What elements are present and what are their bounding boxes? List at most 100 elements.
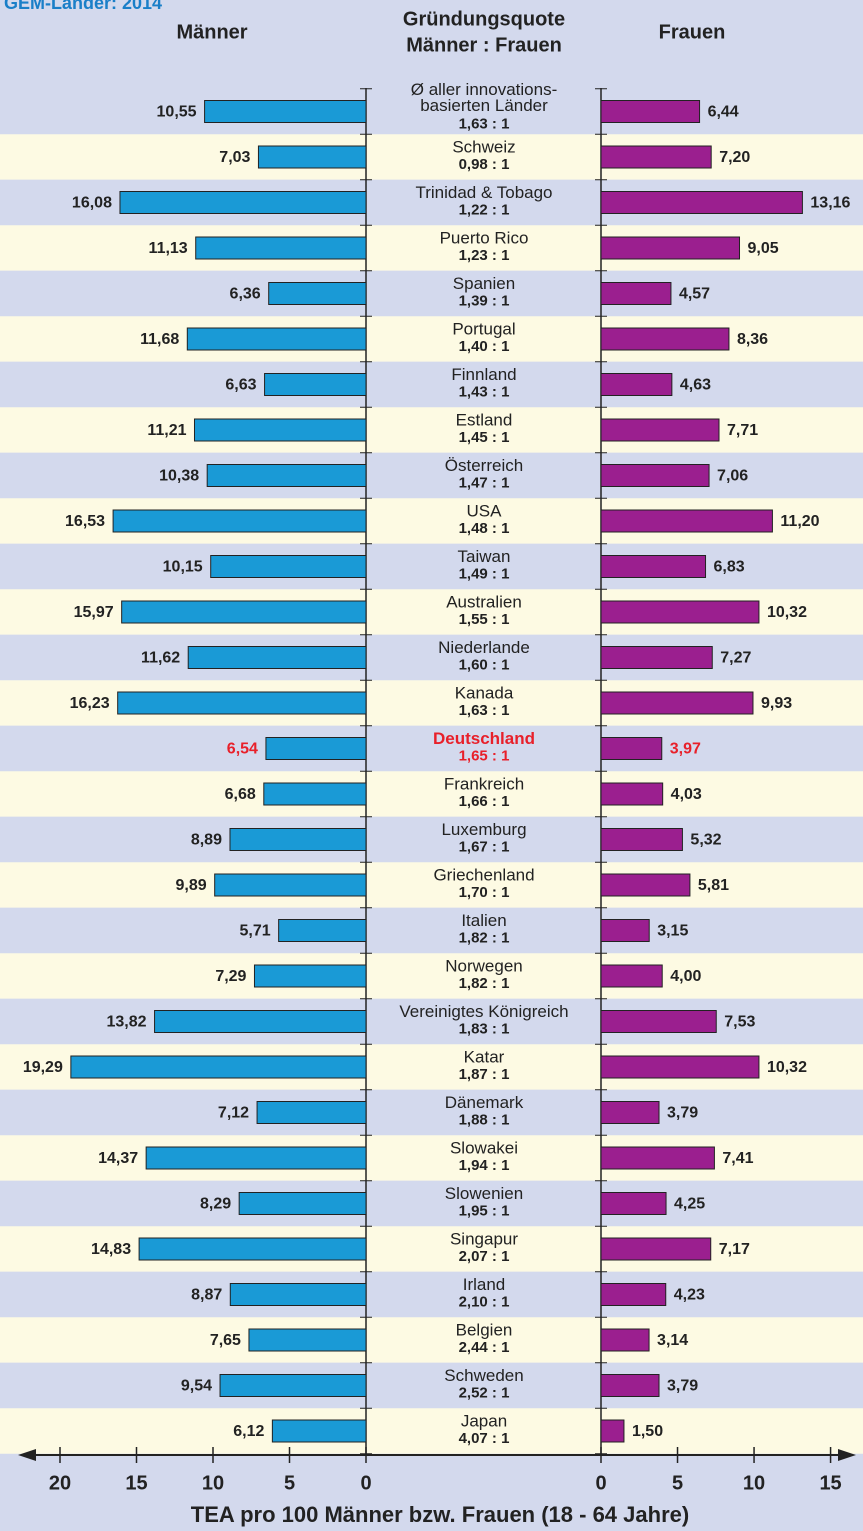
row-band — [0, 862, 863, 908]
value-label: 6,68 — [225, 786, 256, 803]
row-band — [0, 270, 863, 317]
category-label: Estland — [456, 410, 513, 429]
value-label: 3,79 — [667, 1378, 698, 1395]
value-label: 7,53 — [724, 1014, 755, 1031]
category-label: Niederlande — [438, 638, 530, 657]
ratio-label: 1,88 : 1 — [459, 1111, 510, 1128]
bar — [219, 1374, 367, 1397]
value-label: 5,81 — [698, 877, 729, 894]
center-title: Männer : Frauen — [406, 34, 562, 56]
bar — [214, 873, 367, 897]
bar — [600, 782, 664, 806]
value-label: 5,32 — [690, 832, 721, 849]
bar — [253, 964, 367, 988]
bar — [117, 691, 367, 715]
value-label: 7,17 — [719, 1241, 750, 1258]
value-label: 3,79 — [667, 1105, 698, 1122]
value-label: 13,82 — [107, 1014, 147, 1031]
value-label: 16,53 — [65, 513, 105, 530]
top-label: GEM-Länder: 2014 — [4, 0, 162, 13]
left-title: Männer — [176, 21, 247, 43]
category-label: Ø aller innovations- — [411, 80, 557, 99]
row-band — [0, 361, 863, 408]
row-band — [0, 88, 863, 135]
bar — [600, 828, 683, 851]
bar — [600, 145, 712, 169]
value-label: 10,55 — [157, 104, 197, 121]
value-label: 4,63 — [680, 377, 711, 394]
bar — [186, 327, 367, 351]
category-label: Belgien — [456, 1320, 513, 1339]
ratio-label: 1,82 : 1 — [459, 929, 510, 946]
bar — [600, 1010, 717, 1033]
bar — [600, 464, 710, 487]
value-label: 8,89 — [191, 832, 222, 849]
ratio-label: 1,83 : 1 — [459, 1020, 510, 1037]
bar — [600, 737, 663, 760]
bar — [210, 555, 367, 578]
bar — [193, 418, 367, 442]
row-band — [0, 1135, 863, 1181]
category-label: Irland — [463, 1275, 506, 1294]
category-label: Luxemburg — [441, 820, 526, 839]
row-band — [0, 634, 863, 681]
row-band — [0, 543, 863, 590]
bar — [238, 1192, 367, 1215]
category-label: Slowakei — [450, 1138, 518, 1157]
ratio-label: 1,47 : 1 — [459, 474, 510, 491]
ratio-label: 1,95 : 1 — [459, 1202, 510, 1219]
value-label: 10,15 — [163, 559, 203, 576]
row-band — [0, 771, 863, 817]
bar — [600, 873, 691, 897]
bar — [600, 100, 701, 123]
category-label: Deutschland — [433, 729, 535, 748]
row-band — [0, 953, 863, 999]
value-label: 9,89 — [176, 877, 207, 894]
row-band — [0, 1362, 863, 1409]
bar — [257, 145, 367, 169]
bar — [248, 1328, 367, 1352]
bar — [271, 1419, 367, 1443]
value-label: 7,29 — [215, 968, 246, 985]
bar — [600, 373, 673, 396]
row-band — [0, 1317, 863, 1363]
bar — [121, 600, 367, 624]
ratio-label: 1,87 : 1 — [459, 1066, 510, 1083]
category-label: Katar — [464, 1047, 505, 1066]
bar — [600, 1101, 660, 1124]
row-band — [0, 725, 863, 772]
value-label: 19,29 — [23, 1059, 63, 1076]
bar — [600, 919, 650, 942]
value-label: 9,93 — [761, 695, 792, 712]
value-label: 7,12 — [218, 1105, 249, 1122]
x-tick-label: 10 — [743, 1472, 765, 1494]
ratio-label: 1,94 : 1 — [459, 1157, 510, 1174]
ratio-label: 1,63 : 1 — [459, 702, 510, 719]
bar — [256, 1101, 367, 1124]
row-band — [0, 452, 863, 499]
row-band — [0, 907, 863, 954]
category-label: Österreich — [445, 456, 523, 475]
ratio-label: 1,45 : 1 — [459, 429, 510, 446]
bar — [229, 828, 367, 851]
ratio-label: 1,82 : 1 — [459, 975, 510, 992]
bar — [600, 1055, 760, 1079]
row-band — [0, 134, 863, 180]
category-label: Slowenien — [445, 1184, 523, 1203]
ratio-label: 2,52 : 1 — [459, 1384, 510, 1401]
value-label: 9,05 — [748, 240, 779, 257]
bar — [600, 1146, 715, 1170]
bar — [600, 509, 773, 533]
bar — [600, 600, 760, 624]
bar — [600, 1419, 625, 1443]
bar — [600, 1374, 660, 1397]
row-band — [0, 1408, 863, 1454]
category-label: Japan — [461, 1411, 507, 1430]
row-band — [0, 1180, 863, 1227]
bar — [600, 327, 730, 351]
category-label: Norwegen — [445, 956, 523, 975]
value-label: 10,38 — [159, 468, 199, 485]
category-label: Spanien — [453, 274, 515, 293]
category-label: Australien — [446, 592, 522, 611]
x-tick-label: 5 — [672, 1472, 683, 1494]
